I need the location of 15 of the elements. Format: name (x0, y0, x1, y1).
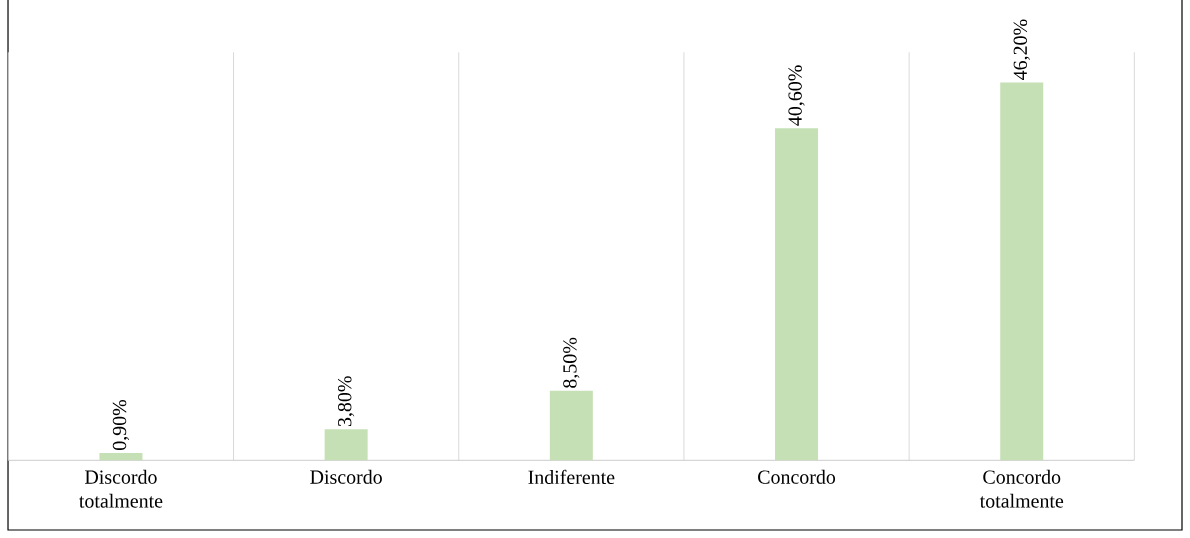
data-label: 40,60% (788, 65, 805, 126)
x-tick-label: Discordo (310, 469, 382, 484)
x-tick-label: Discordo totalmente (79, 469, 163, 508)
bar (99, 452, 143, 461)
x-tick-label: Indiferente (528, 469, 615, 485)
data-label: 0,90% (112, 399, 130, 450)
bar (549, 390, 593, 461)
x-tick-label: Concordo (758, 469, 836, 484)
data-label: 8,50% (563, 337, 580, 388)
data-label: 46,20% (1013, 19, 1030, 80)
x-tick-label: Concordo totalmente (979, 469, 1064, 508)
data-label: 3,80% (337, 376, 355, 427)
bar (324, 429, 368, 461)
bar (775, 128, 819, 461)
bar (1000, 82, 1044, 461)
